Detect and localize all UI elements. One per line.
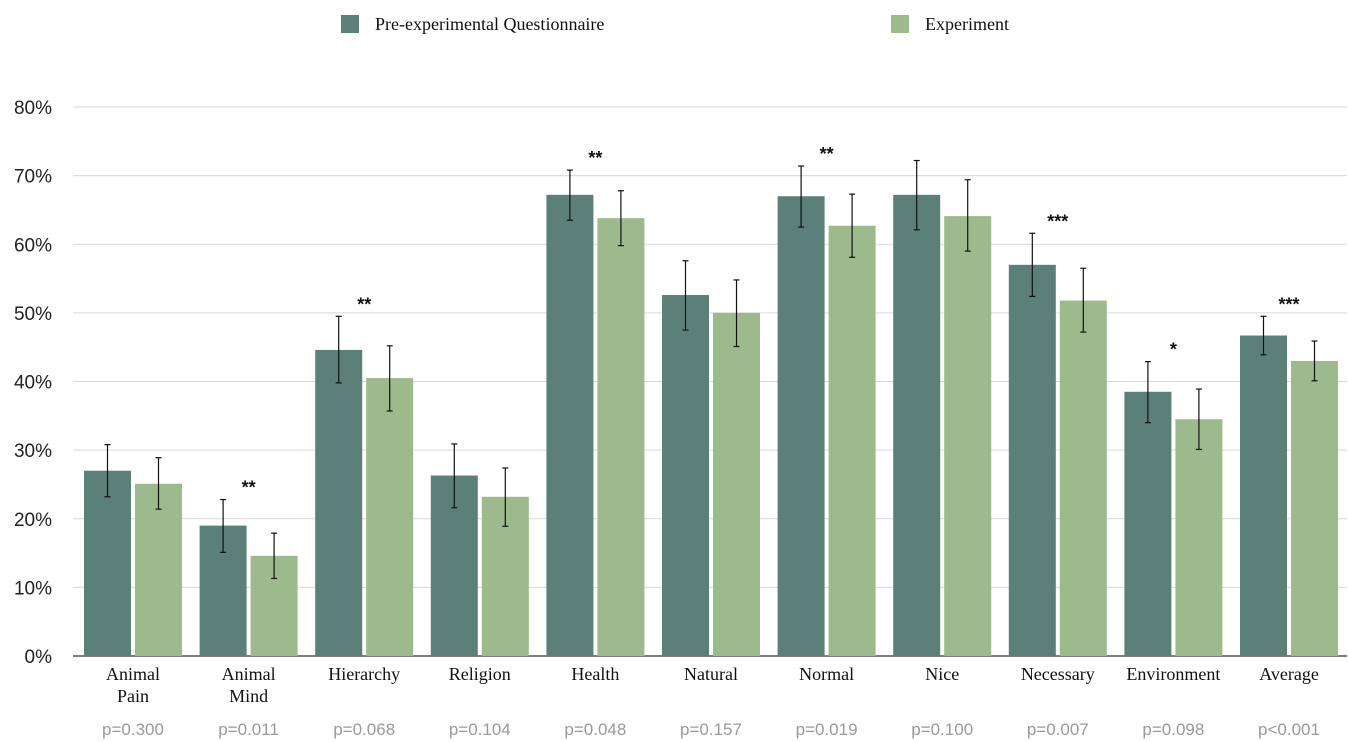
significance-marker: * [1170,340,1177,360]
p-value-label: p=0.048 [564,720,626,739]
legend-label: Experiment [925,14,1009,34]
bar [1008,264,1056,656]
bars [84,194,1338,657]
y-tick-label: 40% [14,373,52,394]
y-tick-label: 80% [14,98,52,119]
significance-marker: *** [1278,294,1299,314]
bar [893,194,941,656]
bar [84,470,131,656]
p-value-label: p=0.019 [796,720,858,739]
error-bars [104,159,1318,580]
category-label: Animal [106,664,160,684]
y-tick-label: 0% [25,647,53,668]
p-value-label: p=0.011 [218,720,279,739]
p-value-label: p=0.104 [449,720,511,739]
category-label: Normal [799,664,854,684]
significance-marker: ** [820,144,834,164]
category-label: Animal [222,664,276,684]
y-tick-label: 30% [14,441,52,462]
bar [1124,391,1172,656]
legend-swatch [341,15,359,33]
category-label: Hierarchy [328,664,400,684]
bar [713,312,760,656]
p-value-label: p=0.098 [1142,720,1204,739]
bar [944,216,992,656]
y-tick-label: 70% [14,167,52,188]
bar [828,225,876,656]
bar [366,378,414,656]
y-tick-label: 10% [14,578,52,599]
significance-marker: ** [588,148,602,168]
p-value-labels: p=0.300 p=0.011 p=0.068 p=0.104 p=0.048 p=0.1… [102,720,1320,739]
bar [777,196,825,656]
p-value-label: p=0.100 [911,720,973,739]
bar [135,483,182,656]
p-value-label: p<0.001 [1258,720,1320,739]
bar [1059,300,1107,656]
bar [1240,335,1287,656]
category-label: Natural [684,664,738,684]
p-value-label: p=0.300 [102,720,164,739]
significance-marker: ** [357,294,371,314]
category-label: Pain [117,686,149,706]
category-label: Average [1259,664,1319,684]
category-label: Religion [449,664,511,684]
significance-labels: ****** ********* [242,144,1300,498]
bar [662,295,709,656]
p-value-label: p=0.068 [333,720,395,739]
category-label: Health [571,664,619,684]
y-axis-ticks: 0% 10% 20% 30% 40% 50% 60% 70% 80% [14,98,52,668]
y-tick-label: 60% [14,235,52,256]
category-label: Nice [925,664,959,684]
category-label: Environment [1126,664,1220,684]
p-value-label: p=0.007 [1027,720,1089,739]
legend: Pre-experimental Questionnaire Experiment [341,14,1009,34]
bar [597,218,645,657]
bar [1291,360,1338,656]
legend-swatch [891,15,909,33]
category-label: Necessary [1021,664,1095,684]
legend-label: Pre-experimental Questionnaire [375,14,604,34]
y-tick-label: 50% [14,304,52,325]
y-tick-label: 20% [14,510,52,531]
p-value-label: p=0.157 [680,720,742,739]
significance-marker: *** [1047,211,1068,231]
bar [1175,419,1223,656]
category-label: Mind [229,686,268,706]
significance-marker: ** [242,478,256,498]
bar [315,349,363,656]
bar [546,194,594,656]
